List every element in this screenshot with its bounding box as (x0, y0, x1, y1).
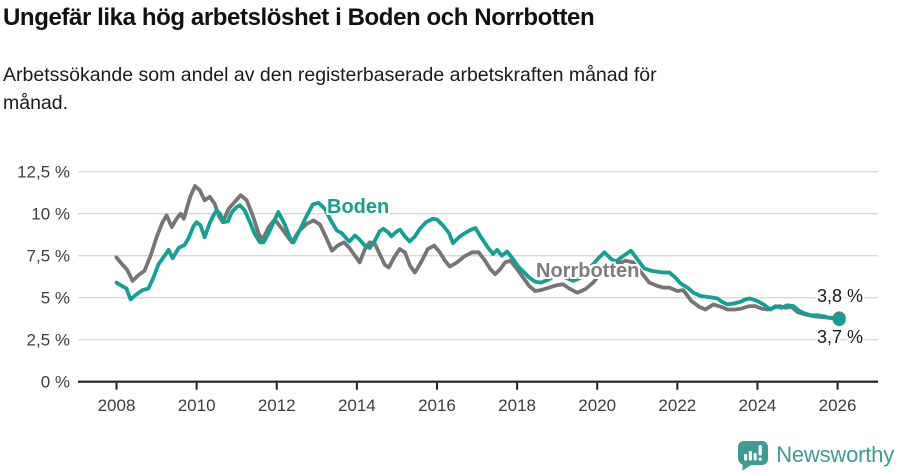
end-value-label-boden: 3,7 % (817, 327, 864, 347)
series-label-boden: Boden (327, 196, 390, 218)
y-tick-label: 2,5 % (27, 331, 70, 350)
y-tick-label: 7,5 % (27, 247, 70, 266)
x-tick-label: 2022 (658, 396, 696, 415)
series-label-norrbotten: Norrbotten (536, 260, 640, 282)
boden-end-dot (832, 313, 846, 327)
x-tick-label: 2008 (98, 396, 136, 415)
y-tick-label: 0 % (41, 373, 70, 392)
y-tick-label: 5 % (41, 289, 70, 308)
x-tick-label: 2010 (178, 396, 216, 415)
chart-subtitle: Arbetssökande som andel av den registerb… (3, 64, 657, 114)
boden-line (114, 200, 842, 322)
newsworthy-logo-icon (738, 441, 769, 471)
end-value-label-norrbotten: 3,8 % (817, 286, 864, 306)
x-tick-label: 2026 (819, 396, 857, 415)
x-tick-label: 2020 (578, 396, 616, 415)
x-tick-label: 2024 (739, 396, 777, 415)
y-tick-label: 12,5 % (17, 163, 70, 182)
newsworthy-wordmark: Newsworthy (776, 442, 894, 467)
x-tick-label: 2018 (498, 396, 536, 415)
y-tick-label: 10 % (31, 205, 70, 224)
x-tick-label: 2014 (338, 396, 376, 415)
x-tick-label: 2012 (258, 396, 296, 415)
page-title: Ungefär lika hög arbetslöshet i Boden oc… (3, 4, 595, 31)
x-tick-label: 2016 (418, 396, 456, 415)
newsworthy-attribution: Newsworthy (737, 439, 894, 471)
